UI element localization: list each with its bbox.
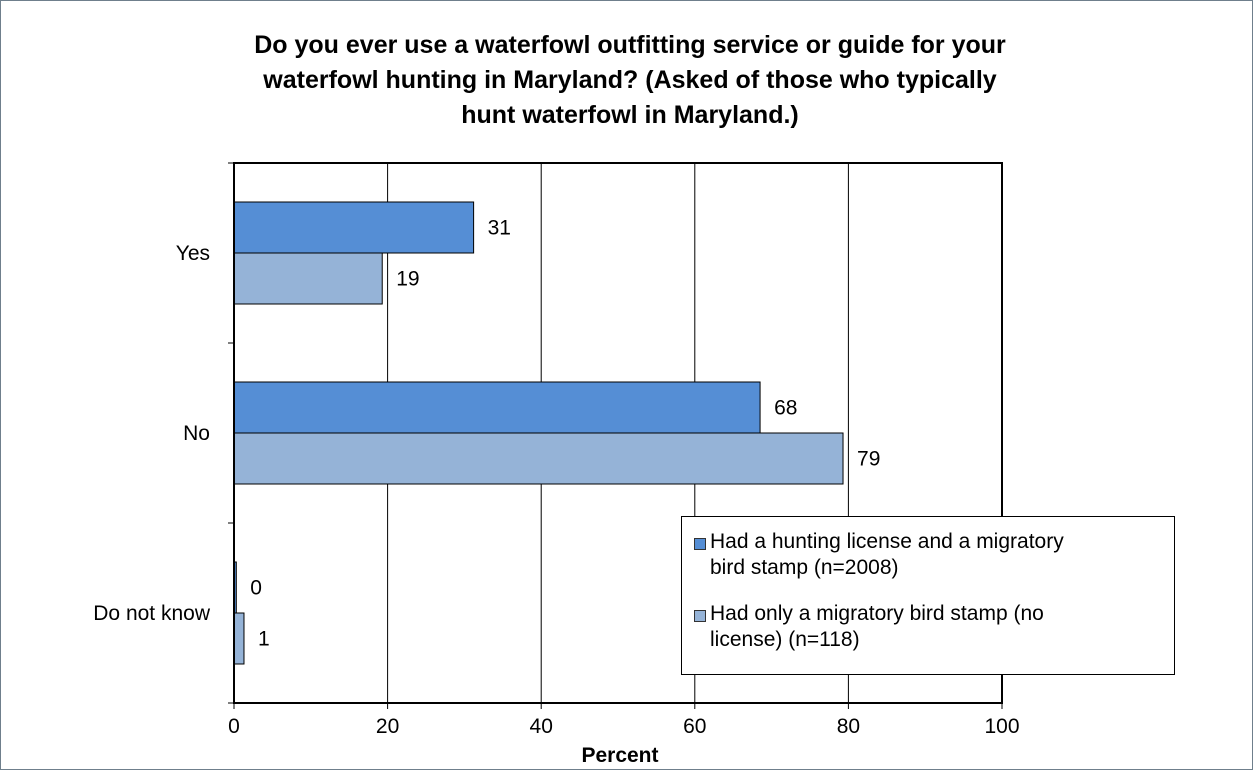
bar-1-1 (233, 432, 844, 485)
legend-label-licensed-line-2: bird stamp (n=2008) (710, 556, 899, 579)
chart-title-line-2: waterfowl hunting in Maryland? (Asked of… (263, 66, 997, 94)
bar-0-1 (233, 252, 383, 305)
data-label-2-1: 1 (258, 628, 270, 651)
x-tick-label-80: 80 (837, 715, 860, 738)
legend-item-stamp-only: Had only a migratory bird stamp (no lice… (694, 601, 1174, 653)
bar-0-0 (233, 201, 475, 254)
data-label-2-0: 0 (250, 577, 262, 600)
legend-label-licensed-line-1: Had a hunting license and a migratory (710, 530, 1064, 553)
x-tick-label-20: 20 (376, 715, 399, 738)
y-tick-label-no: No (183, 422, 210, 445)
bar-2-1 (233, 612, 245, 665)
plot-border (233, 162, 1003, 704)
legend-item-licensed: Had a hunting license and a migratory bi… (694, 529, 1174, 581)
x-tick-label-100: 100 (984, 715, 1019, 738)
bar-1-0 (233, 381, 761, 434)
x-tick-label-0: 0 (228, 715, 240, 738)
chart-title-line-3: hunt waterfowl in Maryland.) (461, 101, 799, 129)
legend-label-stamp-only-line-2: license) (n=118) (710, 628, 860, 651)
data-label-1-0: 68 (774, 397, 797, 420)
legend: Had a hunting license and a migratory bi… (681, 516, 1175, 675)
legend-label-stamp-only-line-1: Had only a migratory bird stamp (no (710, 602, 1044, 625)
data-label-0-0: 31 (488, 217, 511, 240)
chart-title: Do you ever use a waterfowl outfitting s… (140, 28, 1120, 133)
legend-swatch-stamp-only (694, 610, 706, 622)
legend-swatch-licensed (694, 538, 706, 550)
x-axis-label: Percent (581, 744, 659, 767)
x-tick-label-40: 40 (530, 715, 553, 738)
data-label-0-1: 19 (396, 268, 419, 291)
y-tick-label-yes: Yes (176, 242, 210, 265)
x-tick-label-60: 60 (683, 715, 706, 738)
y-tick-label-do-not-know: Do not know (93, 602, 211, 625)
data-label-1-1: 79 (857, 448, 880, 471)
chart-title-line-1: Do you ever use a waterfowl outfitting s… (254, 31, 1006, 59)
